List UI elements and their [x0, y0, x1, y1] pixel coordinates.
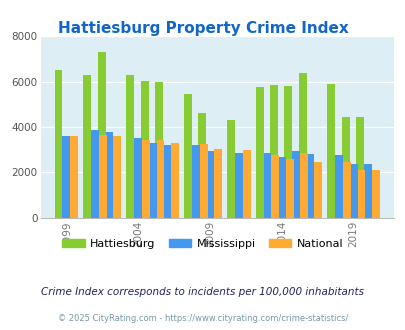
Bar [98, 52, 105, 218]
Bar [148, 143, 156, 218]
Legend: Hattiesburg, Mississippi, National: Hattiesburg, Mississippi, National [58, 235, 347, 253]
Bar [62, 136, 70, 218]
Bar [226, 120, 234, 218]
Bar [263, 153, 271, 218]
Bar [342, 162, 350, 218]
Text: © 2025 CityRating.com - https://www.cityrating.com/crime-statistics/: © 2025 CityRating.com - https://www.city… [58, 314, 347, 323]
Bar [357, 170, 364, 218]
Bar [198, 114, 206, 218]
Bar [306, 153, 314, 218]
Bar [299, 153, 307, 218]
Bar [277, 156, 285, 218]
Text: Crime Index corresponds to incidents per 100,000 inhabitants: Crime Index corresponds to incidents per… [41, 287, 364, 297]
Bar [269, 85, 277, 218]
Bar [341, 117, 349, 218]
Bar [54, 70, 62, 218]
Bar [371, 170, 379, 218]
Bar [83, 75, 91, 218]
Bar [271, 155, 279, 218]
Text: Hattiesburg Property Crime Index: Hattiesburg Property Crime Index [58, 21, 347, 36]
Bar [349, 164, 357, 218]
Bar [113, 136, 121, 218]
Bar [298, 73, 306, 218]
Bar [326, 84, 335, 218]
Bar [284, 86, 292, 218]
Bar [255, 87, 263, 218]
Bar [91, 130, 99, 218]
Bar [242, 150, 250, 218]
Bar [105, 132, 113, 218]
Bar [285, 159, 293, 218]
Bar [141, 81, 148, 218]
Bar [363, 164, 371, 218]
Bar [142, 140, 150, 218]
Bar [199, 144, 207, 218]
Bar [126, 75, 134, 218]
Bar [191, 145, 199, 218]
Bar [156, 140, 164, 218]
Bar [314, 162, 322, 218]
Bar [234, 153, 242, 218]
Bar [292, 151, 299, 218]
Bar [183, 94, 191, 218]
Bar [206, 151, 213, 218]
Bar [335, 155, 342, 218]
Bar [213, 148, 221, 218]
Bar [99, 135, 107, 218]
Bar [134, 138, 142, 218]
Bar [155, 82, 162, 218]
Bar [355, 117, 363, 218]
Bar [171, 143, 178, 218]
Bar [162, 145, 171, 218]
Bar [70, 136, 78, 218]
